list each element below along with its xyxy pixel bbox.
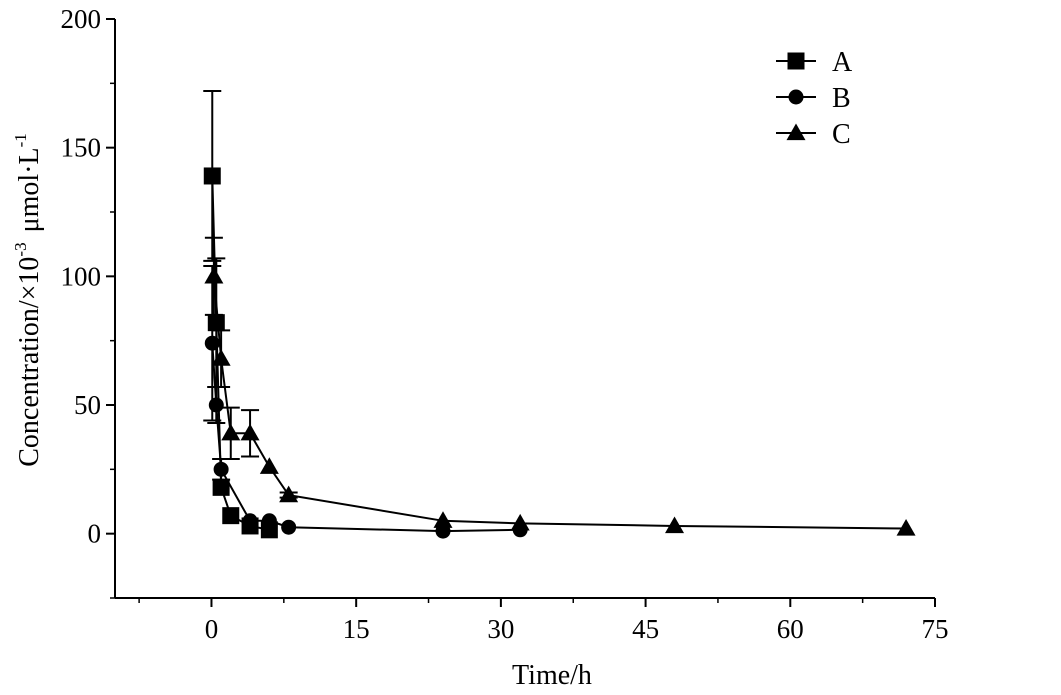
y-tick-label: 0 — [88, 519, 102, 549]
legend: ABC — [776, 47, 853, 150]
x-tick-label: 0 — [205, 614, 219, 644]
data-point-A — [203, 167, 221, 185]
series-line-B — [211, 343, 521, 533]
data-point-C — [211, 349, 231, 366]
axes — [114, 19, 935, 599]
data-point-C — [279, 485, 299, 503]
y-tick-label: 200 — [61, 4, 102, 34]
y-axis-title: Concentration/×10-3μmol·L-1 — [11, 133, 45, 467]
ticks: 0 50 100 150 200 0 15 30 45 60 75 — [61, 4, 949, 644]
x-tick-label: 60 — [777, 614, 804, 644]
data-point-C — [665, 516, 685, 534]
x-tick-label: 15 — [343, 614, 370, 644]
data-point-C — [259, 457, 279, 474]
data-point-B — [261, 513, 277, 529]
legend-item-A: A — [776, 47, 853, 78]
data-point-C — [433, 511, 453, 528]
y-tick-label: 100 — [61, 261, 102, 291]
data-point-A — [212, 478, 230, 496]
data-point-B — [281, 519, 297, 535]
legend-label: B — [832, 83, 851, 114]
series-C — [204, 236, 916, 536]
legend-label: A — [832, 47, 853, 78]
legend-label: C — [832, 119, 851, 150]
legend-marker — [788, 89, 804, 105]
legend-marker — [787, 52, 805, 70]
x-tick-label: 75 — [922, 614, 949, 644]
x-axis-title: Time/h — [512, 660, 592, 691]
legend-marker — [786, 123, 806, 141]
series-B — [203, 265, 528, 539]
legend-item-B: B — [776, 83, 851, 114]
series-line-C — [212, 276, 907, 530]
x-tick-label: 45 — [632, 614, 659, 644]
data-point-C — [510, 513, 530, 531]
data-point-A — [207, 314, 225, 332]
series-layer — [203, 90, 916, 539]
data-point-A — [222, 507, 240, 525]
legend-item-C: C — [776, 119, 851, 150]
data-point-B — [242, 513, 258, 529]
x-tick-label: 30 — [487, 614, 514, 644]
data-point-C — [896, 519, 916, 536]
data-point-B — [204, 335, 220, 351]
data-point-B — [213, 461, 229, 477]
data-point-B — [208, 397, 224, 413]
data-point-C — [221, 423, 241, 441]
y-tick-label: 150 — [61, 133, 102, 163]
data-point-C — [204, 266, 224, 284]
y-tick-label: 50 — [74, 390, 101, 420]
data-point-C — [240, 423, 260, 441]
